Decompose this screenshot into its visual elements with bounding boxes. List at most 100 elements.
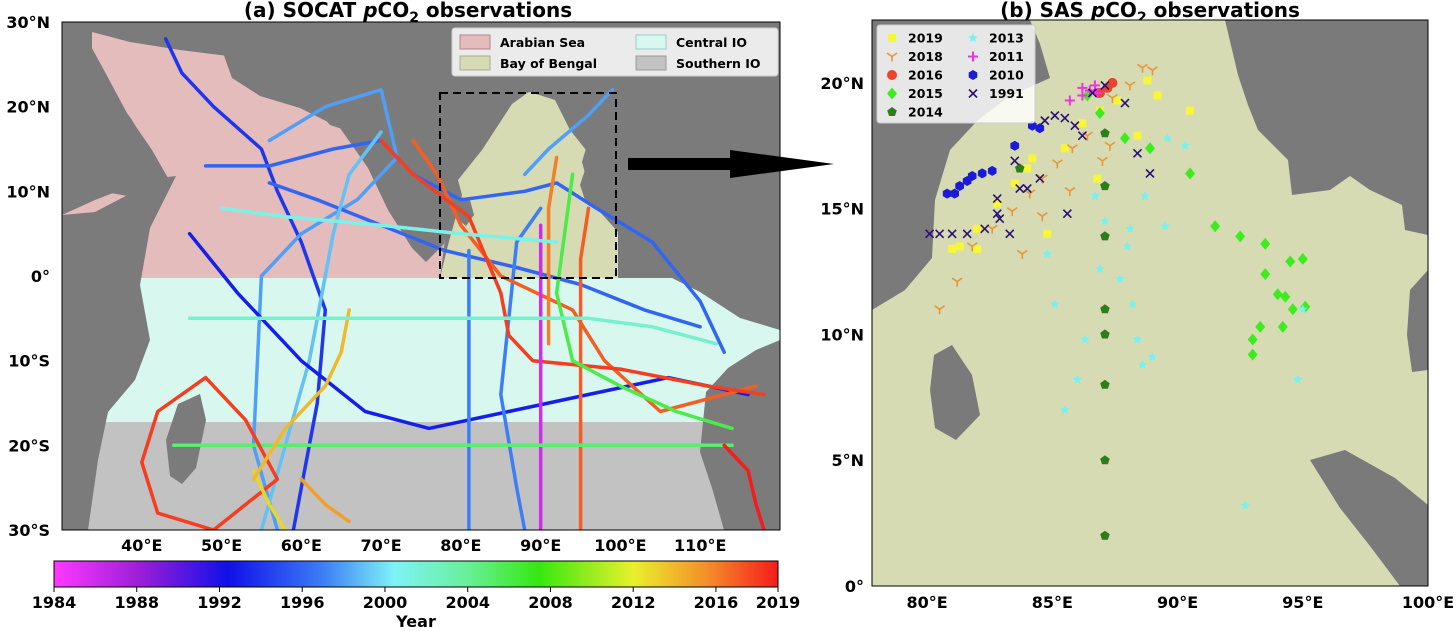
point-1991 xyxy=(992,209,1002,219)
panel-a-axis-ticks: 40°E 50°E 60°E 70°E 80°E 90°E 100°E 110°E 30°N 20… xyxy=(6,13,726,555)
point-2010 xyxy=(955,181,964,191)
x-tick-label-a: 110°E xyxy=(674,536,726,555)
point-2015 xyxy=(1260,268,1271,281)
panel-a-title: (a) SOCAT pCO2 observations xyxy=(244,0,572,26)
point-2010 xyxy=(1010,140,1020,151)
point-2019 xyxy=(1113,96,1122,105)
point-2015 xyxy=(1280,290,1291,303)
track-1993-5 xyxy=(187,231,750,431)
point-1991 xyxy=(1062,209,1072,219)
point-2013 xyxy=(1100,216,1110,226)
point-2018 xyxy=(1051,159,1063,169)
year-legend-box xyxy=(876,24,1036,124)
legend-label-2018: 2018 xyxy=(908,49,943,64)
x-tick-label-a: 80°E xyxy=(440,536,481,555)
y-tick-label-b: 10°N xyxy=(820,325,864,344)
point-1991 xyxy=(1070,121,1080,131)
legend-label-2013: 2013 xyxy=(989,31,1024,46)
legend-label-arabian-sea: Arabian Sea xyxy=(500,35,585,50)
point-2015 xyxy=(1277,320,1288,333)
point-2014 xyxy=(1100,329,1110,339)
point-2019 xyxy=(1043,229,1052,238)
sas-region-box xyxy=(439,92,617,279)
x-tick-label-b: 95°E xyxy=(1282,593,1323,612)
point-1991 xyxy=(995,214,1005,224)
point-2013 xyxy=(1140,191,1150,201)
point-1991 xyxy=(992,194,1002,204)
point-2019 xyxy=(1028,154,1037,163)
point-2013 xyxy=(1132,334,1143,344)
panel-b-title: (b) SAS pCO2 observations xyxy=(1000,0,1300,26)
point-2016 xyxy=(1107,77,1118,88)
x-tick-label-a: 40°E xyxy=(121,536,162,555)
legend-marker-2018 xyxy=(886,52,898,62)
point-2010 xyxy=(1035,123,1045,134)
point-2015 xyxy=(1260,237,1271,250)
legend-label-2016: 2016 xyxy=(908,68,943,83)
panel-b-axis-ticks: 80°E 85°E 90°E 95°E 100°E 20°N 15°N 10°N 5°N 0° xyxy=(820,74,1454,612)
point-2019 xyxy=(1153,91,1162,100)
legend-marker-2016 xyxy=(887,70,897,80)
point-1991 xyxy=(1132,148,1143,158)
colorbar-tick-label: 1992 xyxy=(197,593,242,612)
track-2017-10 xyxy=(578,206,591,530)
observation-points xyxy=(925,63,1311,540)
point-2018 xyxy=(1147,66,1158,76)
point-2015 xyxy=(1255,320,1266,333)
point-1991 xyxy=(1087,88,1097,98)
point-2018 xyxy=(1104,141,1116,151)
colorbar-tick-label: 2016 xyxy=(694,593,739,612)
point-2018 xyxy=(1106,93,1118,103)
point-2019 xyxy=(973,224,982,233)
point-2015 xyxy=(1272,288,1283,301)
legend-marker-2013 xyxy=(968,33,978,42)
point-2018 xyxy=(951,277,963,287)
track-2006-11 xyxy=(554,172,734,431)
point-2013 xyxy=(1122,241,1133,251)
point-1991 xyxy=(1010,156,1020,166)
observation-tracks xyxy=(140,37,766,530)
legend-marker-2019 xyxy=(888,34,896,42)
point-2014 xyxy=(1100,231,1110,241)
region-legend-box xyxy=(451,27,779,77)
track-2017-8 xyxy=(411,138,758,414)
legend-label-2019: 2019 xyxy=(908,31,943,46)
point-2018 xyxy=(934,305,946,315)
region-southern-io xyxy=(62,422,780,530)
legend-swatch-central-io xyxy=(635,34,667,50)
point-2013 xyxy=(1293,374,1303,384)
point-2013 xyxy=(1162,133,1173,143)
x-tick-label-a: 60°E xyxy=(281,536,322,555)
point-1991 xyxy=(1050,111,1060,121)
point-2010 xyxy=(967,171,977,181)
legend-marker-1991 xyxy=(968,88,978,99)
panel-a: (a) SOCAT pCO2 observations xyxy=(6,0,781,555)
legend-label-2011: 2011 xyxy=(989,49,1024,64)
point-2019 xyxy=(973,244,982,253)
region-central-io xyxy=(62,278,780,422)
legend-label-2010: 2010 xyxy=(989,68,1024,83)
point-2010 xyxy=(950,188,959,199)
y-tick-label-a: 10°N xyxy=(6,182,50,201)
track-1996-2 xyxy=(203,138,726,354)
point-2011 xyxy=(1064,95,1075,106)
colorbar-tick-label: 2012 xyxy=(611,593,656,612)
track-2002-22 xyxy=(187,316,718,346)
colorbar: 1984 1988 1992 1996 2000 2004 2008 2012 2016 2019… xyxy=(32,560,800,631)
point-2018 xyxy=(1016,249,1028,259)
zoom-arrow xyxy=(628,150,834,178)
point-1991 xyxy=(1005,229,1015,239)
point-1991 xyxy=(1022,183,1032,194)
colorbar-label: Year xyxy=(395,612,436,631)
point-2018 xyxy=(1064,186,1076,197)
colorbar-tick-label: 2008 xyxy=(528,593,573,612)
point-1991 xyxy=(962,229,972,239)
point-2015 xyxy=(1247,348,1258,361)
point-2015 xyxy=(1094,107,1105,120)
legend-label-central-io: Central IO xyxy=(676,35,747,50)
point-2014 xyxy=(1100,379,1110,389)
colorbar-tick-label: 1984 xyxy=(32,593,77,612)
legend-swatch-southern-io xyxy=(635,55,667,71)
y-tick-label-a: 10°S xyxy=(8,352,50,371)
point-2015 xyxy=(1285,255,1296,268)
